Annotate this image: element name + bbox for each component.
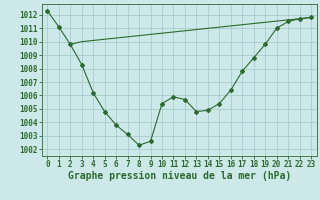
X-axis label: Graphe pression niveau de la mer (hPa): Graphe pression niveau de la mer (hPa) <box>68 171 291 181</box>
